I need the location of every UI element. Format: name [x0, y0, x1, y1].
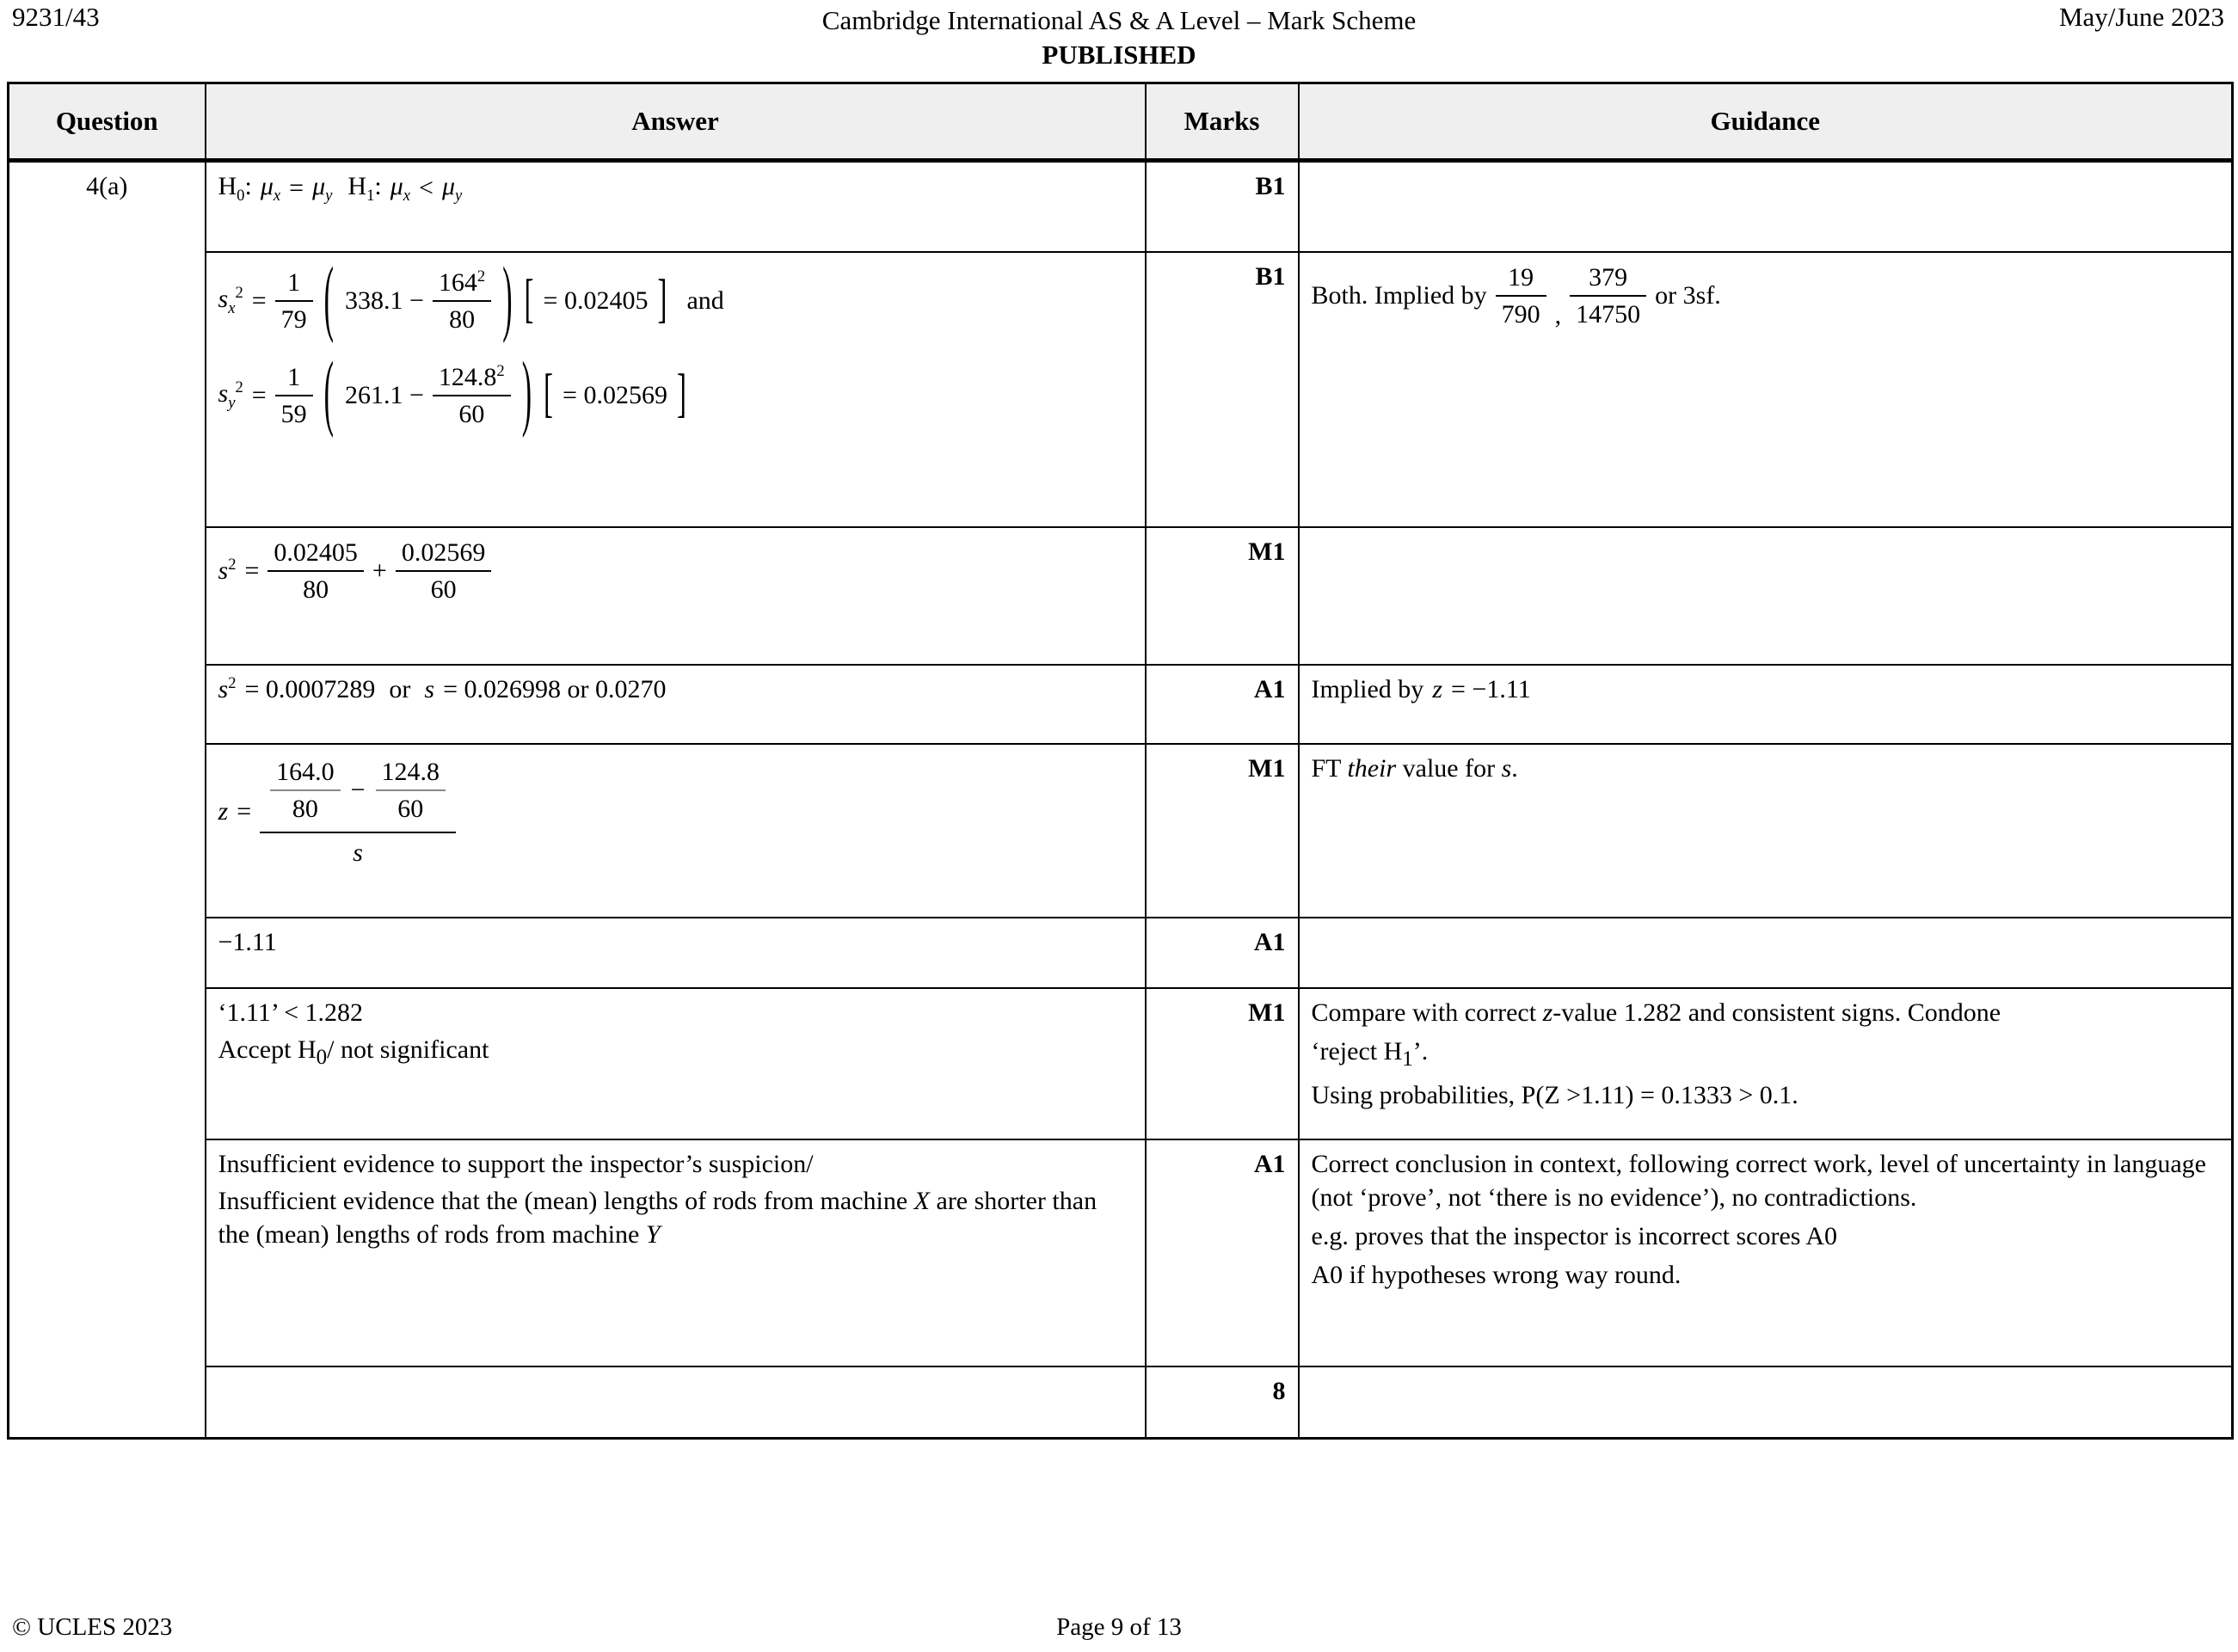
answer-cell-total: [204, 1365, 1147, 1440]
sx-squared-formula: sx2 = 1 79 ( 338.1 − 1642 80 ) [ = 0.02405…: [218, 253, 724, 346]
answer-cell-r1: H0: μx = μy H1: μx < μy: [204, 159, 1147, 253]
guidance-cell-total: [1297, 1365, 2234, 1440]
exam-session: May/June 2023: [2058, 2, 2224, 32]
col-header-question: Question: [7, 82, 206, 163]
guidance-cell-r2: Both. Implied by 19 790 , 379 14750 or 3sf…: [1297, 250, 2234, 528]
hypotheses-formula: H0: μx = μy H1: μx < μy: [218, 172, 463, 205]
answer-cell-r8: Insufficient evidence to support the ins…: [204, 1138, 1147, 1367]
answer-cell-r3: s2 = 0.02405 80 + 0.02569 60: [204, 525, 1147, 666]
document-header: 9231/43 Cambridge International AS & A L…: [0, 0, 2238, 81]
page-number: Page 9 of 13: [1056, 1613, 1182, 1641]
answer-cell-r7: ‘1.11’ < 1.282 Accept H0/ not significan…: [204, 986, 1147, 1140]
mark-value: M1: [1144, 986, 1300, 1140]
paper-code: 9231/43: [12, 2, 100, 32]
guidance-z-implied: Implied by z = −1.11: [1311, 674, 1531, 703]
mark-value: A1: [1144, 916, 1300, 989]
guidance-compare-line: Compare with correct z-value 1.282 and c…: [1311, 998, 2001, 1027]
answer-cell-r2: sx2 = 1 79 ( 338.1 − 1642 80 ) [ = 0.02405…: [204, 250, 1147, 528]
guidance-condone-line: ‘reject H1’.: [1311, 1036, 1429, 1071]
decision-line: Accept H0/ not significant: [218, 1035, 489, 1069]
s-squared-value: s2 = 0.0007289 or s = 0.026998 or 0.0270: [218, 673, 667, 703]
table-row: z = 164.0 80 − 124.8 60 s M1: [9, 742, 2234, 918]
mark-value: A1: [1144, 1138, 1300, 1367]
answer-cell-r4: s2 = 0.0007289 or s = 0.026998 or 0.0270: [204, 663, 1147, 745]
table-row: −1.11 A1: [9, 916, 2234, 989]
sy-squared-formula: sy2 = 1 59 ( 261.1 − 124.82 60 ) [ = 0.025…: [218, 347, 686, 440]
table-row: 8: [9, 1365, 2234, 1440]
guidance-example-line: e.g. proves that the inspector is incorr…: [1311, 1221, 1837, 1250]
copyright: © UCLES 2023: [12, 1613, 173, 1641]
col-header-guidance: Guidance: [1297, 82, 2234, 163]
z-value: −1.11: [218, 927, 277, 956]
guidance-cell-r4: Implied by z = −1.11: [1297, 663, 2234, 745]
table-row: Insufficient evidence to support the ins…: [9, 1138, 2234, 1367]
guidance-cell-r8: Correct conclusion in context, following…: [1297, 1138, 2234, 1367]
table-row: sx2 = 1 79 ( 338.1 − 1642 80 ) [ = 0.02405…: [9, 250, 2234, 528]
document-title-block: Cambridge International AS & A Level – M…: [0, 3, 2238, 71]
total-marks: 8: [1144, 1365, 1300, 1440]
guidance-cell-r6: [1297, 916, 2234, 989]
guidance-cell-r7: Compare with correct z-value 1.282 and c…: [1297, 986, 2234, 1140]
guidance-cell-r1: [1297, 159, 2234, 253]
guidance-conclusion-rules: Correct conclusion in context, following…: [1311, 1149, 2207, 1212]
mark-value: B1: [1144, 250, 1300, 528]
question-number: 4(a): [7, 159, 206, 1440]
table-row: ‘1.11’ < 1.282 Accept H0/ not significan…: [9, 986, 2234, 1140]
answer-cell-r6: −1.11: [204, 916, 1147, 989]
table-header-row: Question Answer Marks Guidance: [7, 82, 2234, 163]
col-header-answer: Answer: [204, 82, 1147, 163]
z-formula: z = 164.0 80 − 124.8 60 s: [218, 752, 1133, 872]
mark-value: B1: [1144, 159, 1300, 253]
document-title: Cambridge International AS & A Level – M…: [821, 5, 1417, 35]
guidance-fractions: Both. Implied by 19 790 , 379 14750 or 3sf…: [1312, 260, 2220, 332]
table-row: 4(a) H0: μx = μy H1: μx < μy B1: [7, 159, 2234, 1440]
mark-value: M1: [1144, 742, 1300, 918]
col-header-marks: Marks: [1144, 82, 1300, 163]
mark-scheme-table: Question Answer Marks Guidance 4(a) H0: …: [7, 82, 2234, 1440]
guidance-cell-r5: FT their value for s.: [1297, 742, 2234, 918]
answer-cell-r5: z = 164.0 80 − 124.8 60 s: [204, 742, 1147, 918]
table-row: s2 = 0.0007289 or s = 0.026998 or 0.0270…: [9, 663, 2234, 745]
conclusion-line1: Insufficient evidence to support the ins…: [218, 1149, 814, 1178]
published-label: PUBLISHED: [1042, 39, 1196, 70]
s-squared-sum-formula: s2 = 0.02405 80 + 0.02569 60: [218, 535, 1133, 607]
guidance-ft-value: FT their value for s.: [1311, 753, 1518, 783]
guidance-cell-r3: [1297, 525, 2234, 666]
mark-value: M1: [1144, 525, 1300, 666]
conclusion-line2: Insufficient evidence that the (mean) le…: [218, 1186, 1097, 1249]
table-row: s2 = 0.02405 80 + 0.02569 60 M1: [9, 525, 2234, 666]
comparison-line: ‘1.11’ < 1.282: [218, 998, 364, 1027]
mark-value: A1: [1144, 663, 1300, 745]
guidance-probability-line: Using probabilities, P(Z >1.11) = 0.1333…: [1311, 1081, 1798, 1109]
guidance-hypotheses-line: A0 if hypotheses wrong way round.: [1311, 1260, 1682, 1289]
